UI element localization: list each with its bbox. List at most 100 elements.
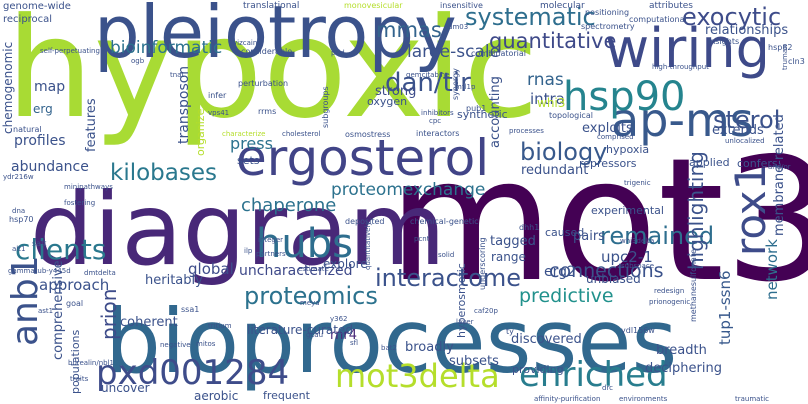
word: meya [300, 299, 320, 307]
word: strong [375, 84, 417, 99]
word: bioinformatic [110, 38, 223, 58]
word: subsets [449, 354, 499, 369]
word: dan/tir [385, 68, 471, 98]
word: gammatub-y445d [8, 267, 71, 275]
word: minipathways [64, 183, 113, 191]
word: erg2 [544, 264, 576, 280]
word: clients [15, 233, 107, 266]
word: perturbation [238, 79, 289, 88]
word: mrnas [376, 18, 442, 42]
word: deciphering [645, 361, 722, 376]
word: vps41 [208, 109, 230, 117]
word: broadly [405, 340, 454, 355]
word: erg [33, 102, 53, 116]
word: bat2 [381, 344, 397, 352]
word: literature-curated [247, 323, 353, 337]
word: frequent [263, 389, 310, 402]
word: whi3delta [620, 237, 655, 245]
word: interactors [416, 129, 460, 138]
word: aerobic [194, 389, 239, 403]
word: hypoxic [6, 0, 539, 149]
word: salt [32, 239, 47, 248]
word: gemcitabine [406, 71, 450, 79]
word: negative [160, 341, 191, 349]
word: pairs [573, 229, 605, 244]
word: ty [506, 327, 514, 336]
word: ergosterol [236, 129, 490, 187]
word: partners [256, 250, 286, 258]
word: chaperone [241, 195, 337, 216]
word: kilobases [110, 160, 217, 186]
word: ydr216w [3, 173, 34, 181]
word: diagram [30, 171, 446, 288]
word: layer [456, 318, 474, 326]
word: remained [600, 222, 715, 250]
word: coherent [120, 315, 178, 330]
word: dhh1 [519, 223, 540, 232]
word: natural [13, 125, 42, 134]
word: subgroups [321, 86, 330, 128]
word: mitos [196, 340, 216, 348]
word: hsp82 [768, 43, 793, 52]
word: exocytic [682, 3, 782, 31]
word: interactome [375, 264, 522, 292]
word: goal [66, 299, 84, 308]
word: wiring [605, 17, 770, 80]
word: confers [737, 157, 778, 170]
word: vizcaino [233, 39, 262, 47]
word: explore [323, 257, 368, 271]
word: considerable [241, 47, 293, 56]
word: synthetic [457, 108, 508, 121]
word: map [34, 79, 66, 95]
word: proteomics [244, 282, 378, 310]
word: cholesterol [282, 130, 321, 138]
word: computational [629, 15, 687, 24]
word: borealin/nbl1 [68, 359, 115, 367]
word: cln3 [788, 57, 805, 66]
word: spectrometry [581, 22, 635, 31]
word: unlocalized [725, 137, 765, 145]
word: hypoxia [606, 143, 650, 156]
word: discovered [511, 332, 582, 347]
word: positioning [585, 8, 630, 17]
word: attributes [649, 1, 693, 11]
word: range [491, 250, 526, 264]
word: affinity-purification [534, 395, 601, 403]
word: exploits [582, 121, 633, 136]
word: truman [781, 44, 789, 70]
word: rrms [258, 107, 277, 116]
word: membrane-related [772, 114, 787, 236]
word: oxygen [367, 95, 408, 108]
word: high-throughput [652, 63, 709, 71]
word: quantitatively [364, 221, 372, 270]
word: deposited [345, 217, 385, 226]
word: cpc [429, 117, 442, 125]
word: subspace [621, 262, 655, 270]
word: insights [708, 37, 740, 46]
word: comprehensive [51, 260, 66, 360]
word: alt1 [12, 245, 26, 253]
word: chemogenomic [1, 41, 15, 134]
word: unbiased [586, 272, 641, 286]
word: prld [331, 49, 345, 57]
word: comprised [597, 133, 634, 141]
word: integer [258, 236, 284, 244]
word: ogb [131, 57, 145, 65]
word: upc2-1 [601, 248, 653, 266]
word: molecular [540, 1, 585, 11]
word: dmtdelta [84, 269, 116, 277]
word: global [188, 260, 234, 278]
word: experimental [591, 204, 664, 217]
word: rnr4 [330, 328, 357, 343]
word: methanesulfonate [689, 248, 698, 322]
word: fostering [64, 199, 96, 207]
word: large-scale [407, 42, 501, 62]
word: biology [520, 138, 608, 166]
word: extends [712, 123, 764, 138]
word: genome-wide [3, 1, 71, 12]
word: infer [208, 91, 227, 100]
word: uncover [101, 381, 150, 395]
word: y362 [330, 315, 348, 323]
word: hyperosmotic [455, 263, 468, 338]
word: pub1 [466, 104, 487, 113]
